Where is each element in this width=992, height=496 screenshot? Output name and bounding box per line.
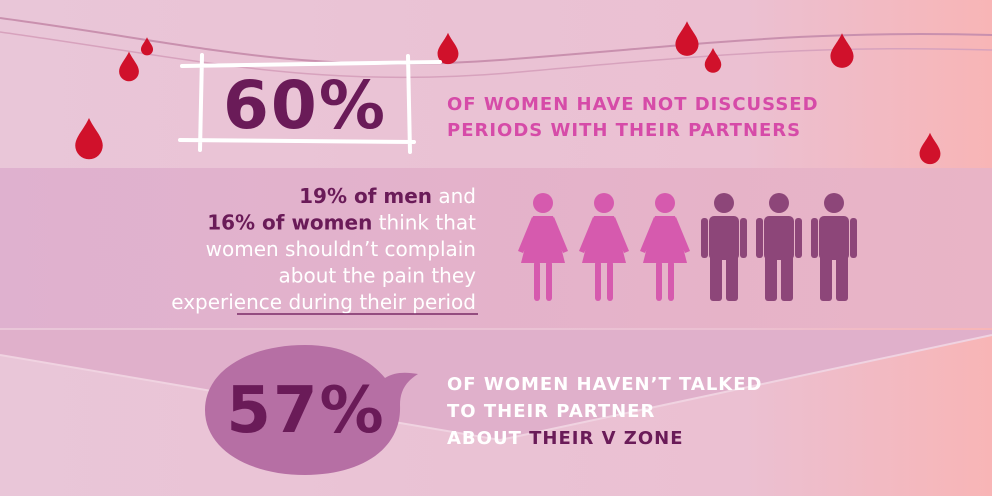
- bold-text: 16% of women: [207, 211, 372, 235]
- text: think that: [372, 211, 476, 235]
- stat-text: OF WOMEN HAVE NOT DISCUSSED: [447, 94, 819, 115]
- text: about the pain they: [279, 264, 477, 288]
- text-line: experience during their period: [171, 290, 476, 314]
- speech-bubble: [205, 345, 418, 475]
- wave: [0, 17, 992, 65]
- bold-text: 19% of men: [299, 184, 432, 208]
- text-line: OF WOMEN HAVEN’T TALKED: [447, 374, 762, 395]
- text: OF WOMEN HAVEN’T TALKED: [447, 374, 762, 395]
- text: women shouldn’t complain: [206, 237, 476, 261]
- text-line: ABOUT THEIR V ZONE: [447, 428, 684, 449]
- v-line: [0, 334, 992, 442]
- frame: [178, 53, 442, 154]
- text: ABOUT: [447, 428, 529, 449]
- highlight-text: THEIR V ZONE: [529, 428, 683, 449]
- text-line: about the pain they: [279, 264, 477, 288]
- text: TO THEIR PARTNER: [447, 401, 655, 422]
- text-line: TO THEIR PARTNER: [447, 401, 655, 422]
- stat-text: PERIODS WITH THEIR PARTNERS: [447, 120, 801, 141]
- text-line: 16% of women think that: [207, 211, 476, 235]
- text: and: [432, 184, 476, 208]
- text-line: 19% of men and: [299, 184, 476, 208]
- middle-text: 19% of men and 16% of women think thatwom…: [171, 184, 476, 314]
- text: experience during their period: [171, 290, 476, 314]
- stat-figure: 57%: [226, 374, 385, 448]
- stat-text: OF WOMEN HAVEN’T TALKED TO THEIR PARTNER A…: [447, 374, 762, 449]
- text-line: women shouldn’t complain: [206, 237, 476, 261]
- stat-figure: 60%: [223, 67, 387, 144]
